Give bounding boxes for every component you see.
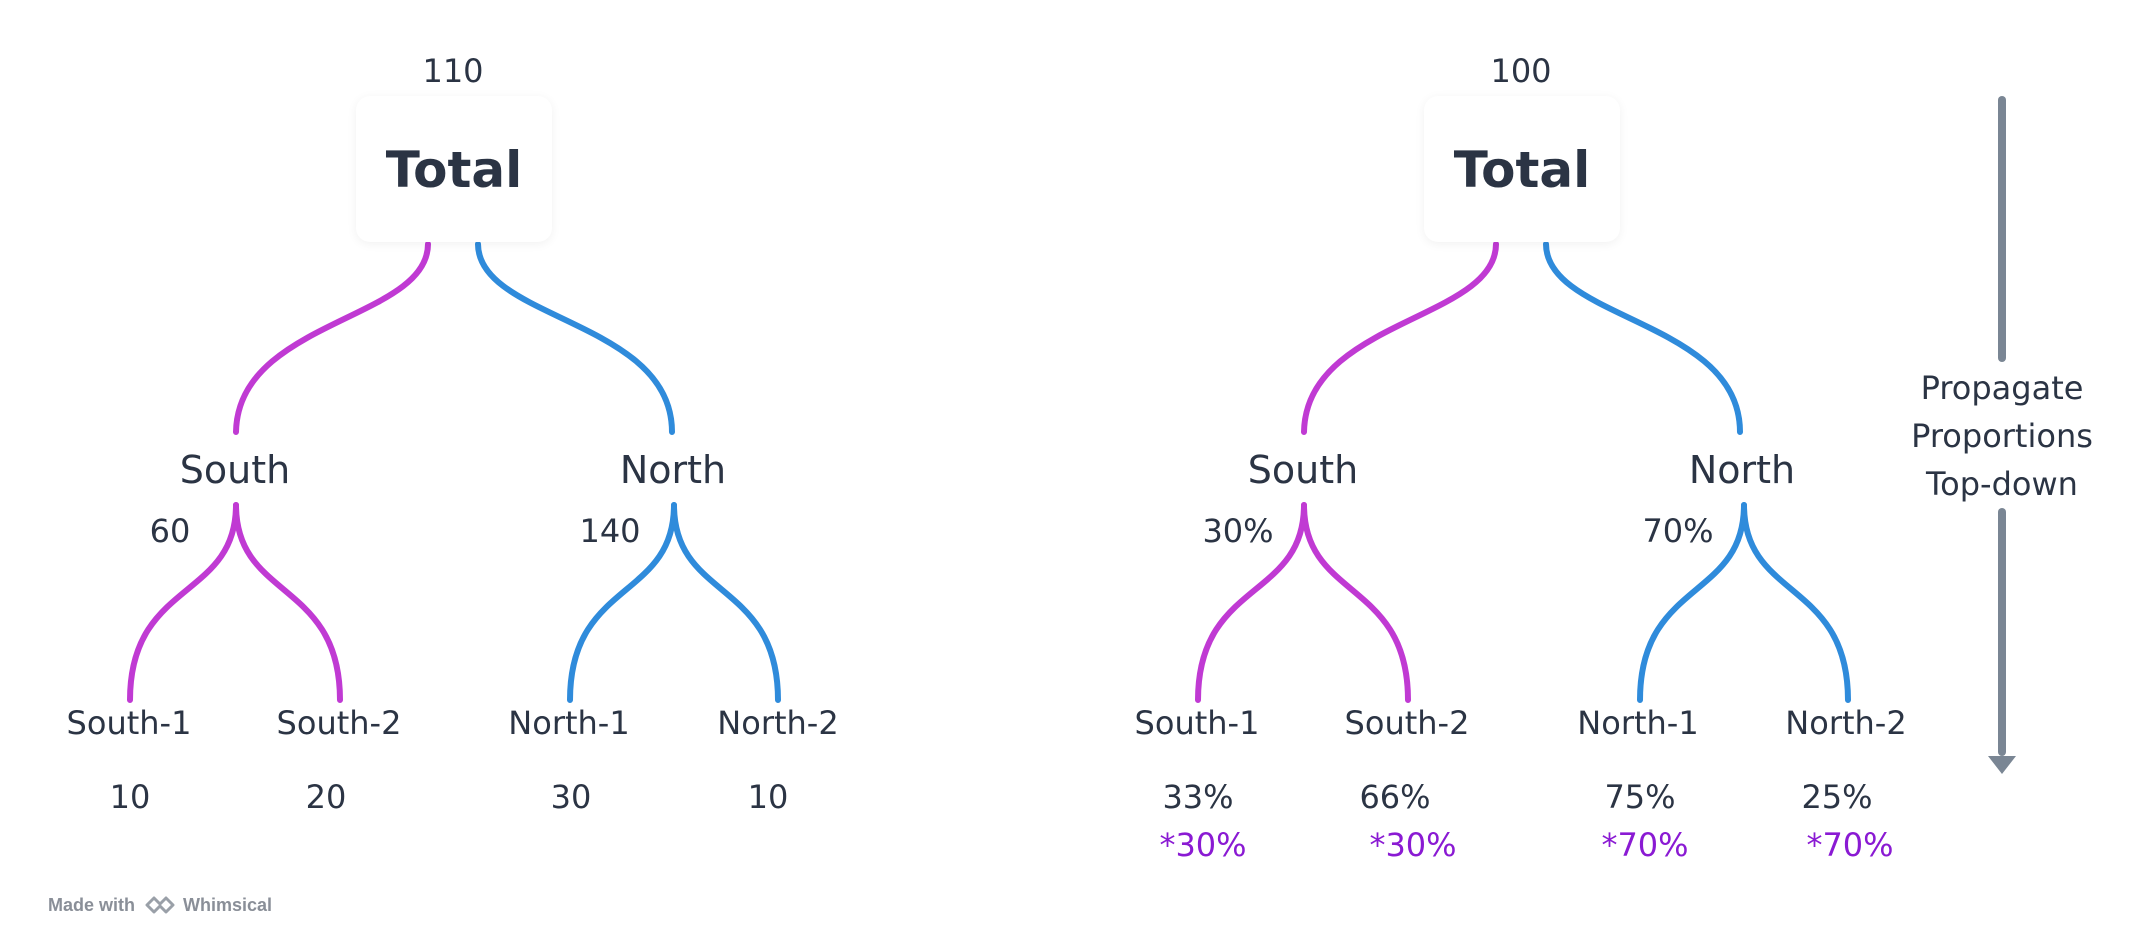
right-leaf-north-1-multiplier: *70% (1601, 826, 1689, 864)
left-edge-north-north1 (567, 502, 677, 703)
right-north-label: North (1688, 448, 1796, 492)
arrow-head-icon (1988, 756, 2016, 774)
propagation-label: Propagate Proportions Top-down (1911, 364, 2093, 508)
left-edge-total-north (475, 241, 675, 435)
right-total-node[interactable] (1424, 96, 1620, 242)
left-leaf-north-2-label: North-2 (717, 704, 839, 742)
right-edge-north-north2 (1741, 502, 1851, 703)
right-total-label: Total (1453, 141, 1591, 199)
right-leaf-north-1-label: North-1 (1577, 704, 1699, 742)
left-north-label: North (619, 448, 727, 492)
right-edge-north-north1 (1637, 502, 1747, 703)
right-leaf-south-1-label: South-1 (1134, 704, 1260, 742)
left-south-value: 60 (149, 512, 191, 550)
left-north-value: 140 (579, 512, 641, 550)
left-leaf-north-1-label: North-1 (508, 704, 630, 742)
made-with-text: Made with (48, 894, 136, 915)
right-leaf-north-2-label: North-2 (1785, 704, 1907, 742)
right-north-value: 70% (1642, 512, 1714, 550)
made-with-whimsical-badge[interactable]: Made with Whimsical (48, 894, 272, 916)
right-leaf-north-2-value: 25% (1801, 778, 1873, 816)
right-total-value: 100 (1490, 52, 1552, 90)
propagation-label-line3: Top-down (1926, 465, 2078, 503)
left-total-value: 110 (422, 52, 484, 90)
left-total-node[interactable] (356, 96, 552, 242)
left-edge-south-south1 (127, 502, 239, 703)
left-leaf-south-1-label: South-1 (66, 704, 192, 742)
left-south-label: South (179, 448, 291, 492)
right-south-label: South (1247, 448, 1359, 492)
left-leaf-north-1-value: 30 (550, 778, 592, 816)
right-leaf-south-1-multiplier: *30% (1159, 826, 1247, 864)
left-leaf-north-2-value: 10 (747, 778, 789, 816)
right-leaf-south-2-label: South-2 (1344, 704, 1470, 742)
left-leaf-south-1-value: 10 (109, 778, 151, 816)
right-leaf-north-2-multiplier: *70% (1806, 826, 1894, 864)
right-edge-total-north (1543, 241, 1743, 435)
right-edge-south-south2 (1301, 502, 1411, 703)
propagation-label-line1: Propagate (1920, 369, 2084, 407)
right-leaf-south-2-value: 66% (1359, 778, 1431, 816)
right-edge-south-south1 (1195, 502, 1307, 703)
left-edge-north-north2 (671, 502, 781, 703)
left-edge-total-south (233, 241, 431, 435)
right-south-value: 30% (1202, 512, 1274, 550)
left-total-label: Total (385, 141, 523, 199)
right-leaf-south-1-value: 33% (1162, 778, 1234, 816)
right-leaf-south-2-multiplier: *30% (1369, 826, 1457, 864)
right-leaf-north-1-value: 75% (1604, 778, 1676, 816)
whimsical-brand-text: Whimsical (183, 894, 273, 915)
propagation-label-line2: Proportions (1911, 417, 2093, 455)
left-edge-south-south2 (233, 502, 343, 703)
left-leaf-south-2-label: South-2 (276, 704, 402, 742)
left-leaf-south-2-value: 20 (305, 778, 347, 816)
whimsical-logo-icon (145, 896, 175, 914)
right-edge-total-south (1301, 241, 1499, 435)
